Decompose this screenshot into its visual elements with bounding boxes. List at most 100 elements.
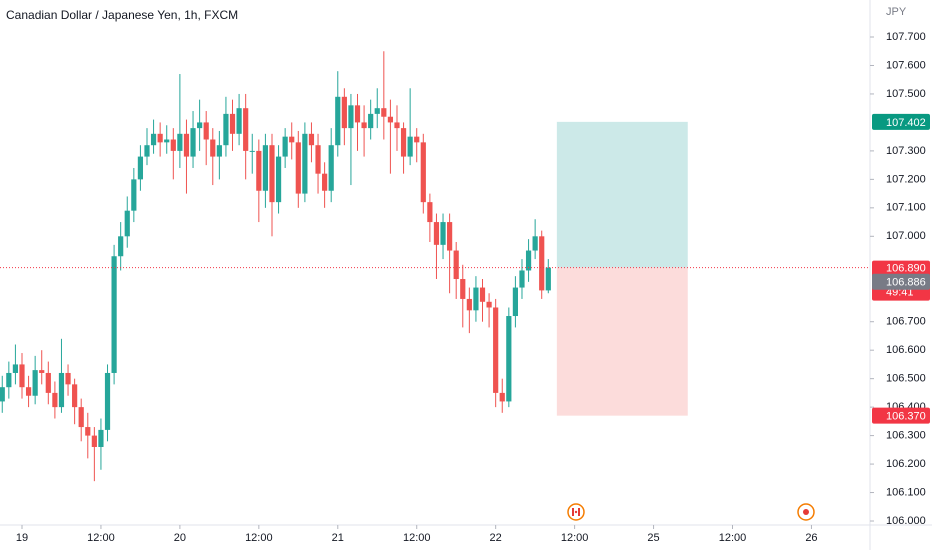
candle-body [519,270,525,288]
x-tick-label: 22 [490,532,502,544]
event-icon [567,503,585,521]
candle-body [104,372,111,430]
candle-body [137,156,144,180]
candle-body [302,133,308,194]
candle-body [203,122,209,140]
candle-body [295,142,301,194]
x-tick-label: 12:00 [87,532,115,544]
candle-body [512,287,519,317]
y-tick-label: 106.300 [886,430,926,442]
y-tick-label: 107.300 [886,145,926,157]
candle-body [0,387,5,402]
candle-body [499,392,505,402]
candle-body [236,108,242,134]
profit-zone [556,121,688,268]
candle-body [282,136,288,157]
x-tick-label: 12:00 [561,532,589,544]
candle-body [32,370,38,396]
candle-body [289,136,295,143]
candle-body [170,139,176,151]
candle-body [368,113,374,129]
y-tick-label: 106.100 [886,486,926,498]
y-tick-label: 106.600 [886,344,926,356]
candle-body [243,108,249,151]
candle-body [91,435,97,447]
candle-body [216,145,222,157]
candle-body [39,370,45,373]
y-tick-label: 107.500 [886,88,926,100]
candle-body [131,179,137,211]
candle-body [6,372,12,388]
candle-body [525,250,532,271]
candle-body [381,108,387,117]
candle-body [308,133,315,146]
candle-body [479,287,486,302]
candle-body [506,316,512,402]
event-icon [797,503,815,521]
candle-body [466,298,472,311]
y-axis-label: JPY [886,6,907,18]
candle-body [72,384,78,408]
candle-body [223,113,229,146]
candle-body [427,202,433,223]
candle-body [157,133,163,143]
x-tick-label: 12:00 [403,532,431,544]
x-tick-label: 26 [805,532,817,544]
candle-body [440,222,446,245]
candle-body [322,173,328,191]
price-tag-label: 106.886 [886,277,926,289]
price-tag [872,273,930,290]
x-tick-label: 12:00 [245,532,273,544]
candle-body [256,150,262,191]
candle-body [262,145,269,191]
price-tag [872,407,930,424]
chart-title: Canadian Dollar / Japanese Yen, 1h, FXCM [6,8,238,22]
y-tick-label: 107.000 [886,230,926,242]
x-tick-label: 19 [16,532,28,544]
candle-body [354,105,361,123]
candle-body [315,145,321,174]
candle-body [52,392,58,408]
candle-body [210,139,216,157]
candle-body [144,145,150,157]
price-tag [872,113,930,130]
candle-body [124,210,130,237]
candle-body [85,427,91,436]
candle-body [78,407,84,428]
y-tick-label: 107.200 [886,173,926,185]
candle-body [420,142,426,203]
y-tick-label: 106.200 [886,458,926,470]
y-tick-label: 107.100 [886,202,926,214]
candle-body [328,145,334,191]
candle-body [387,116,394,123]
y-tick-label: 107.600 [886,59,926,71]
candle-body [341,96,347,129]
y-tick-label: 106.500 [886,373,926,385]
candle-body [453,250,459,280]
candle-body [197,122,203,129]
current-price-label: 106.890 [886,263,926,275]
candle-body [164,139,170,143]
candle-body [190,128,196,157]
candle-body [394,122,400,129]
candle-body [407,136,413,157]
candle-body [335,96,341,146]
loss-zone [556,267,688,416]
candle-body [460,279,466,299]
candle-body [361,122,367,129]
candle-body [493,307,499,393]
candle-body [486,301,492,308]
candle-body [58,372,65,408]
candle-body [183,133,190,157]
candle-body [19,364,25,388]
candle-body [473,287,479,311]
candle-body [45,372,51,393]
candle-body [269,145,275,203]
candle-body [400,128,407,157]
price-tag-label: 107.402 [886,117,926,129]
candle-body [275,156,282,203]
x-tick-label: 12:00 [719,532,747,544]
candle-body [414,136,420,143]
candle-body [177,133,183,151]
